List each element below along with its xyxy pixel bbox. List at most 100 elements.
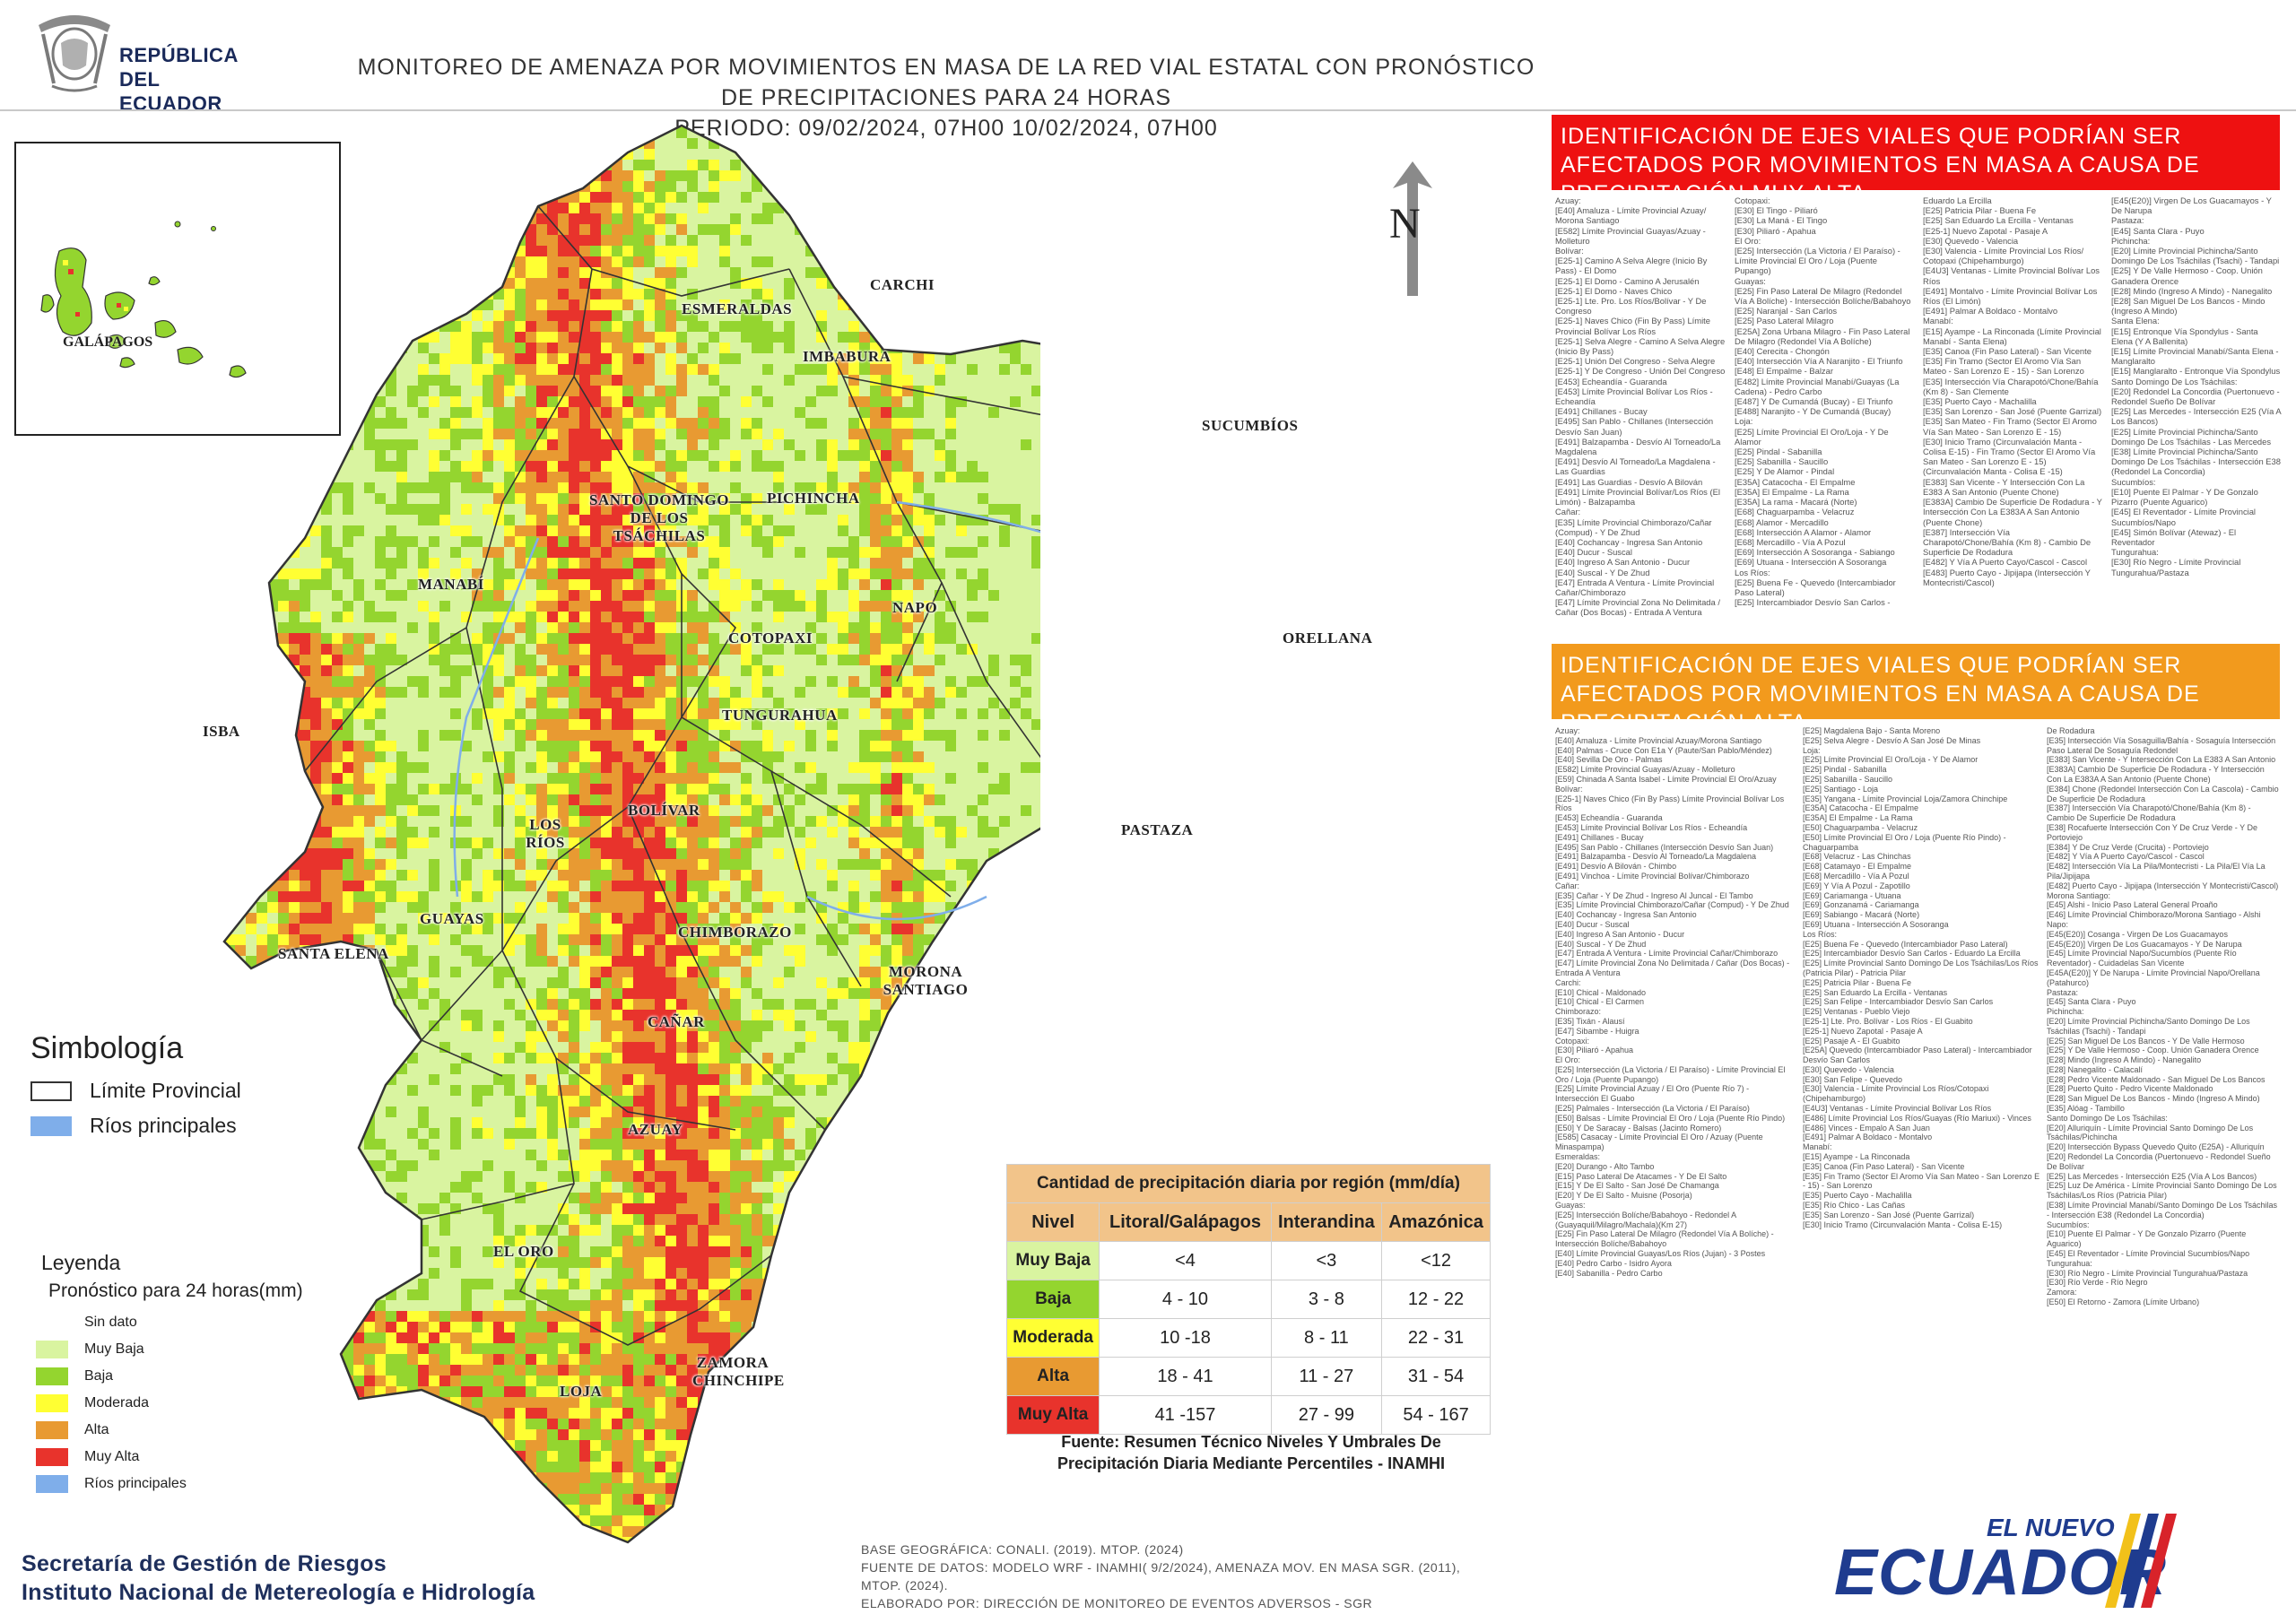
road-axis-entry: [E25-1] Unión Del Congreso - Selva Alegr…	[1555, 356, 1716, 367]
legend-label: Ríos principales	[84, 1476, 187, 1491]
road-axis-entry: [E25] Pindal - Sabanilla	[1803, 765, 1887, 775]
road-axis-entry: Tungurahua:	[2111, 547, 2159, 558]
province-label-el-oro: EL ORO	[493, 1243, 554, 1260]
table-caption: Cantidad de precipitación diaria por reg…	[1006, 1164, 1491, 1203]
road-axis-entry: [E50] Y De Saracay - Balsas (Jacinto Rom…	[1555, 1123, 1722, 1133]
road-axis-entry: [E15] Y De El Salto - San José De Chaman…	[1555, 1181, 1719, 1191]
road-axis-entry: [E30] El Tingo - Piliaró	[1735, 205, 1818, 216]
legend-swatch	[36, 1394, 68, 1412]
road-axis-entry: [E45] El Reventador - Límite Provincial …	[2047, 1249, 2250, 1259]
table-cell-interandina: 11 - 27	[1270, 1357, 1383, 1396]
table-header-interandina: Interandina	[1270, 1202, 1383, 1242]
road-axis-entry: [E35] Yangana - Límite Provincial Loja/Z…	[1803, 794, 2008, 803]
road-axis-entry: [E68] Mercadillo - Vía A Pozul	[1803, 871, 1909, 881]
road-axis-entry: [E50] Balsas - Límite Provincial El Oro …	[1555, 1113, 1786, 1123]
road-axis-entry: Morona Santiago:	[2047, 890, 2111, 900]
road-axis-entry: [E25A] Zona Urbana Milagro - Fin Paso La…	[1735, 325, 1910, 346]
province-label-loja: LOJA	[560, 1383, 603, 1400]
province-label-santa-elena: SANTA ELENA	[278, 945, 389, 962]
road-axis-entry: [E25-1] Lte. Pro. Bolívar - Los Ríos - E…	[1803, 1016, 1973, 1026]
road-axis-entry: [E25] Intersección (La Victoria / El Par…	[1735, 246, 1900, 276]
symbology-item-limite: Límite Provincial	[30, 1079, 371, 1103]
road-axis-entry: [E35A] El Empalme - La Rama	[1803, 813, 1913, 823]
road-axis-entry: [E383A] Cambio De Superficie De Rodadura…	[2047, 765, 2265, 784]
table-row: Muy Baja <4 <3 <12	[1005, 1241, 1491, 1280]
road-axis-entry: Eduardo La Ercilla	[1923, 195, 1992, 205]
road-axis-entry: [E488] Naranjito - Y De Cumandá (Bucay)	[1735, 406, 1892, 417]
legend-item: Sin dato	[36, 1311, 377, 1334]
road-axis-entry: [E40] Cochancay - Ingresa San Antonio	[1555, 910, 1697, 920]
galapagos-label: GALÁPAGOS	[63, 334, 153, 350]
alta-column-2: [E25] Magdalena Bajo - Santa Moreno [E25]…	[1803, 726, 2040, 1515]
road-axis-entry: [E25-1] Lte. Pro. Los Ríos/Bolívar - Y D…	[1555, 296, 1707, 317]
road-axis-entry: [E38] Límite Provincial Manabí/Santo Dom…	[2047, 1201, 2277, 1219]
province-label-isba: ISBA	[203, 723, 240, 740]
road-axis-entry: [E68] Mercadillo - Vía A Pozul	[1735, 536, 1846, 547]
road-axis-entry: [E40] Amaluza - Límite Provincial Azuay/…	[1555, 735, 1762, 745]
table-cell-nivel: Muy Baja	[1005, 1241, 1100, 1280]
road-axis-entry: [E30] Piliaró - Apahua	[1735, 225, 1816, 236]
road-axis-entry: [E40] Palmas - Cruce Con E1a Y (Paute/Sa…	[1555, 745, 1772, 755]
table-cell-litoral: 41 -157	[1099, 1395, 1272, 1435]
page-title: MONITOREO DE AMENAZA POR MOVIMIENTOS EN …	[341, 52, 1552, 143]
road-axis-entry: [E45(E20)] Virgen De Los Guacamayos - Y …	[2047, 939, 2242, 949]
outline-box-icon	[30, 1081, 72, 1101]
road-axis-entry: [E35] Puerto Cayo - Machalilla	[1923, 396, 2037, 407]
table-cell-nivel: Muy Alta	[1005, 1395, 1100, 1435]
road-axis-entry: [E45] Alshi - Inicio Paso Lateral Genera…	[2047, 900, 2218, 910]
road-axis-entry: [E25] Límite Provincial El Oro/Loja - Y …	[1735, 426, 1889, 447]
road-axis-entry: [E25] Intercambiador Desvío San Carlos -	[1735, 597, 1891, 608]
province-label-cotopaxi: COTOPAXI	[728, 629, 813, 647]
road-axis-entry: [E40] Ingreso A San Antonio - Ducur	[1555, 929, 1685, 939]
province-label-los-rios: LOS RÍOS	[526, 816, 565, 851]
road-axis-entry: [E383] San Vicente - Y Intersección Con …	[2047, 755, 2276, 765]
road-axis-entry: [E491] Palmar A Boldaco - Montalvo	[1923, 306, 2058, 317]
table-source: Fuente: Resumen Técnico Niveles Y Umbral…	[1013, 1431, 1489, 1474]
road-axis-entry: [E25] Paso Lateral Milagro	[1735, 316, 1834, 326]
legend-label: Sin dato	[84, 1315, 137, 1330]
road-axis-entry: Bolívar:	[1555, 246, 1584, 256]
province-label-chimborazo: CHIMBORAZO	[678, 924, 792, 941]
legend-label: Moderada	[84, 1395, 150, 1410]
road-axis-entry: Guayas:	[1555, 1201, 1586, 1211]
road-axis-entry: [E486] Vinces - Empalo A San Juan	[1803, 1123, 1930, 1133]
panel-muy-alta-header: IDENTIFICACIÓN DE EJES VIALES QUE PODRÍA…	[1552, 115, 2280, 206]
road-axis-entry: Pastaza:	[2047, 987, 2079, 997]
road-axis-entry: [E20] Intersección Bypass Quevedo Quito …	[2047, 1142, 2265, 1152]
source-base: BASE GEOGRÁFICA: CONALI. (2019). MTOP. (…	[861, 1542, 1184, 1557]
road-axis-entry: [E30] Quevedo - Valencia	[1923, 235, 2019, 246]
table-header-nivel: Nivel	[1005, 1202, 1100, 1242]
road-axis-entry: [E25-1] Nuevo Zapotal - Pasaje A	[1803, 1026, 1923, 1036]
legend-item: Baja	[36, 1365, 377, 1388]
road-axis-entry: [E491] Las Guardias - Desvío A Bilován	[1555, 476, 1703, 487]
road-axis-entry: [E25] Límite Provincial Santo Domingo De…	[1803, 959, 2039, 977]
road-axis-entry: (Circunvalación Manta - Colisa E -15)	[1923, 466, 2063, 477]
road-axis-entry: [E45] Límite Provincial Napo/Sucumbíos (…	[2047, 949, 2237, 968]
legend-label: Muy Alta	[84, 1449, 140, 1464]
north-arrow-icon	[1393, 161, 1432, 296]
province-label-orellana: ORELLANA	[1283, 629, 1373, 647]
road-axis-entry: [E25] Patricia Pilar - Buena Fe	[1803, 977, 1912, 987]
road-axis-entry: [E25-1] Naves Chico (Fin By Pass) Límite…	[1555, 794, 1785, 813]
road-axis-entry: [E482] Puerto Cayo - Jipijapa (Intersecc…	[2047, 881, 2279, 890]
road-axis-entry: [E491] Montalvo - Límite Provincial Bolí…	[1923, 285, 2098, 307]
footer-organizations: Secretaría de Gestión de Riesgos Institu…	[22, 1549, 535, 1607]
org-line2: Instituto Nacional de Metereología e Hid…	[22, 1580, 535, 1605]
road-axis-entry: [E45] El Reventador - Límite Provincial …	[2111, 507, 2257, 527]
road-axis-entry: [E30] Piliaró - Apahua	[1555, 1046, 1634, 1055]
province-label-tungurahua: TUNGURAHUA	[722, 707, 838, 724]
road-axis-entry: [E35] Límite Provincial Chimborazo/Cañar…	[1555, 900, 1789, 910]
road-axis-entry: [E38] Límite Provincial Pichincha/Santo …	[2111, 447, 2281, 477]
road-axis-entry: [E20] Alluriquín - Límite Provincial San…	[2047, 1123, 2254, 1142]
road-axis-entry: [E482] Y Vía A Puerto Cayo/Cascol - Casc…	[2047, 852, 2205, 862]
road-axis-entry: [E25] Patricia Pilar - Buena Fe	[1923, 205, 2037, 216]
province-label-napo: NAPO	[892, 599, 938, 616]
road-axis-entry: [E35] Canoa (Fin Paso Lateral) - San Vic…	[1803, 1161, 1965, 1171]
road-axis-entry: [E20] Límite Provincial Pichincha/Santo …	[2047, 1016, 2250, 1036]
road-axis-entry: [E30] San Felipe - Quevedo	[1803, 1074, 1903, 1084]
road-axis-entry: Cañar:	[1555, 881, 1580, 890]
panel-alta-header: IDENTIFICACIÓN DE EJES VIALES QUE PODRÍA…	[1552, 644, 2280, 735]
road-axis-entry: [E35] Fin Tramo (Sector El Aromo Vía San…	[1803, 1171, 2040, 1191]
road-axis-entry: [E10] Puente El Palmar - Y De Gonzalo Pi…	[2047, 1229, 2247, 1249]
galapagos-inset-map: GALÁPAGOS	[14, 142, 341, 436]
